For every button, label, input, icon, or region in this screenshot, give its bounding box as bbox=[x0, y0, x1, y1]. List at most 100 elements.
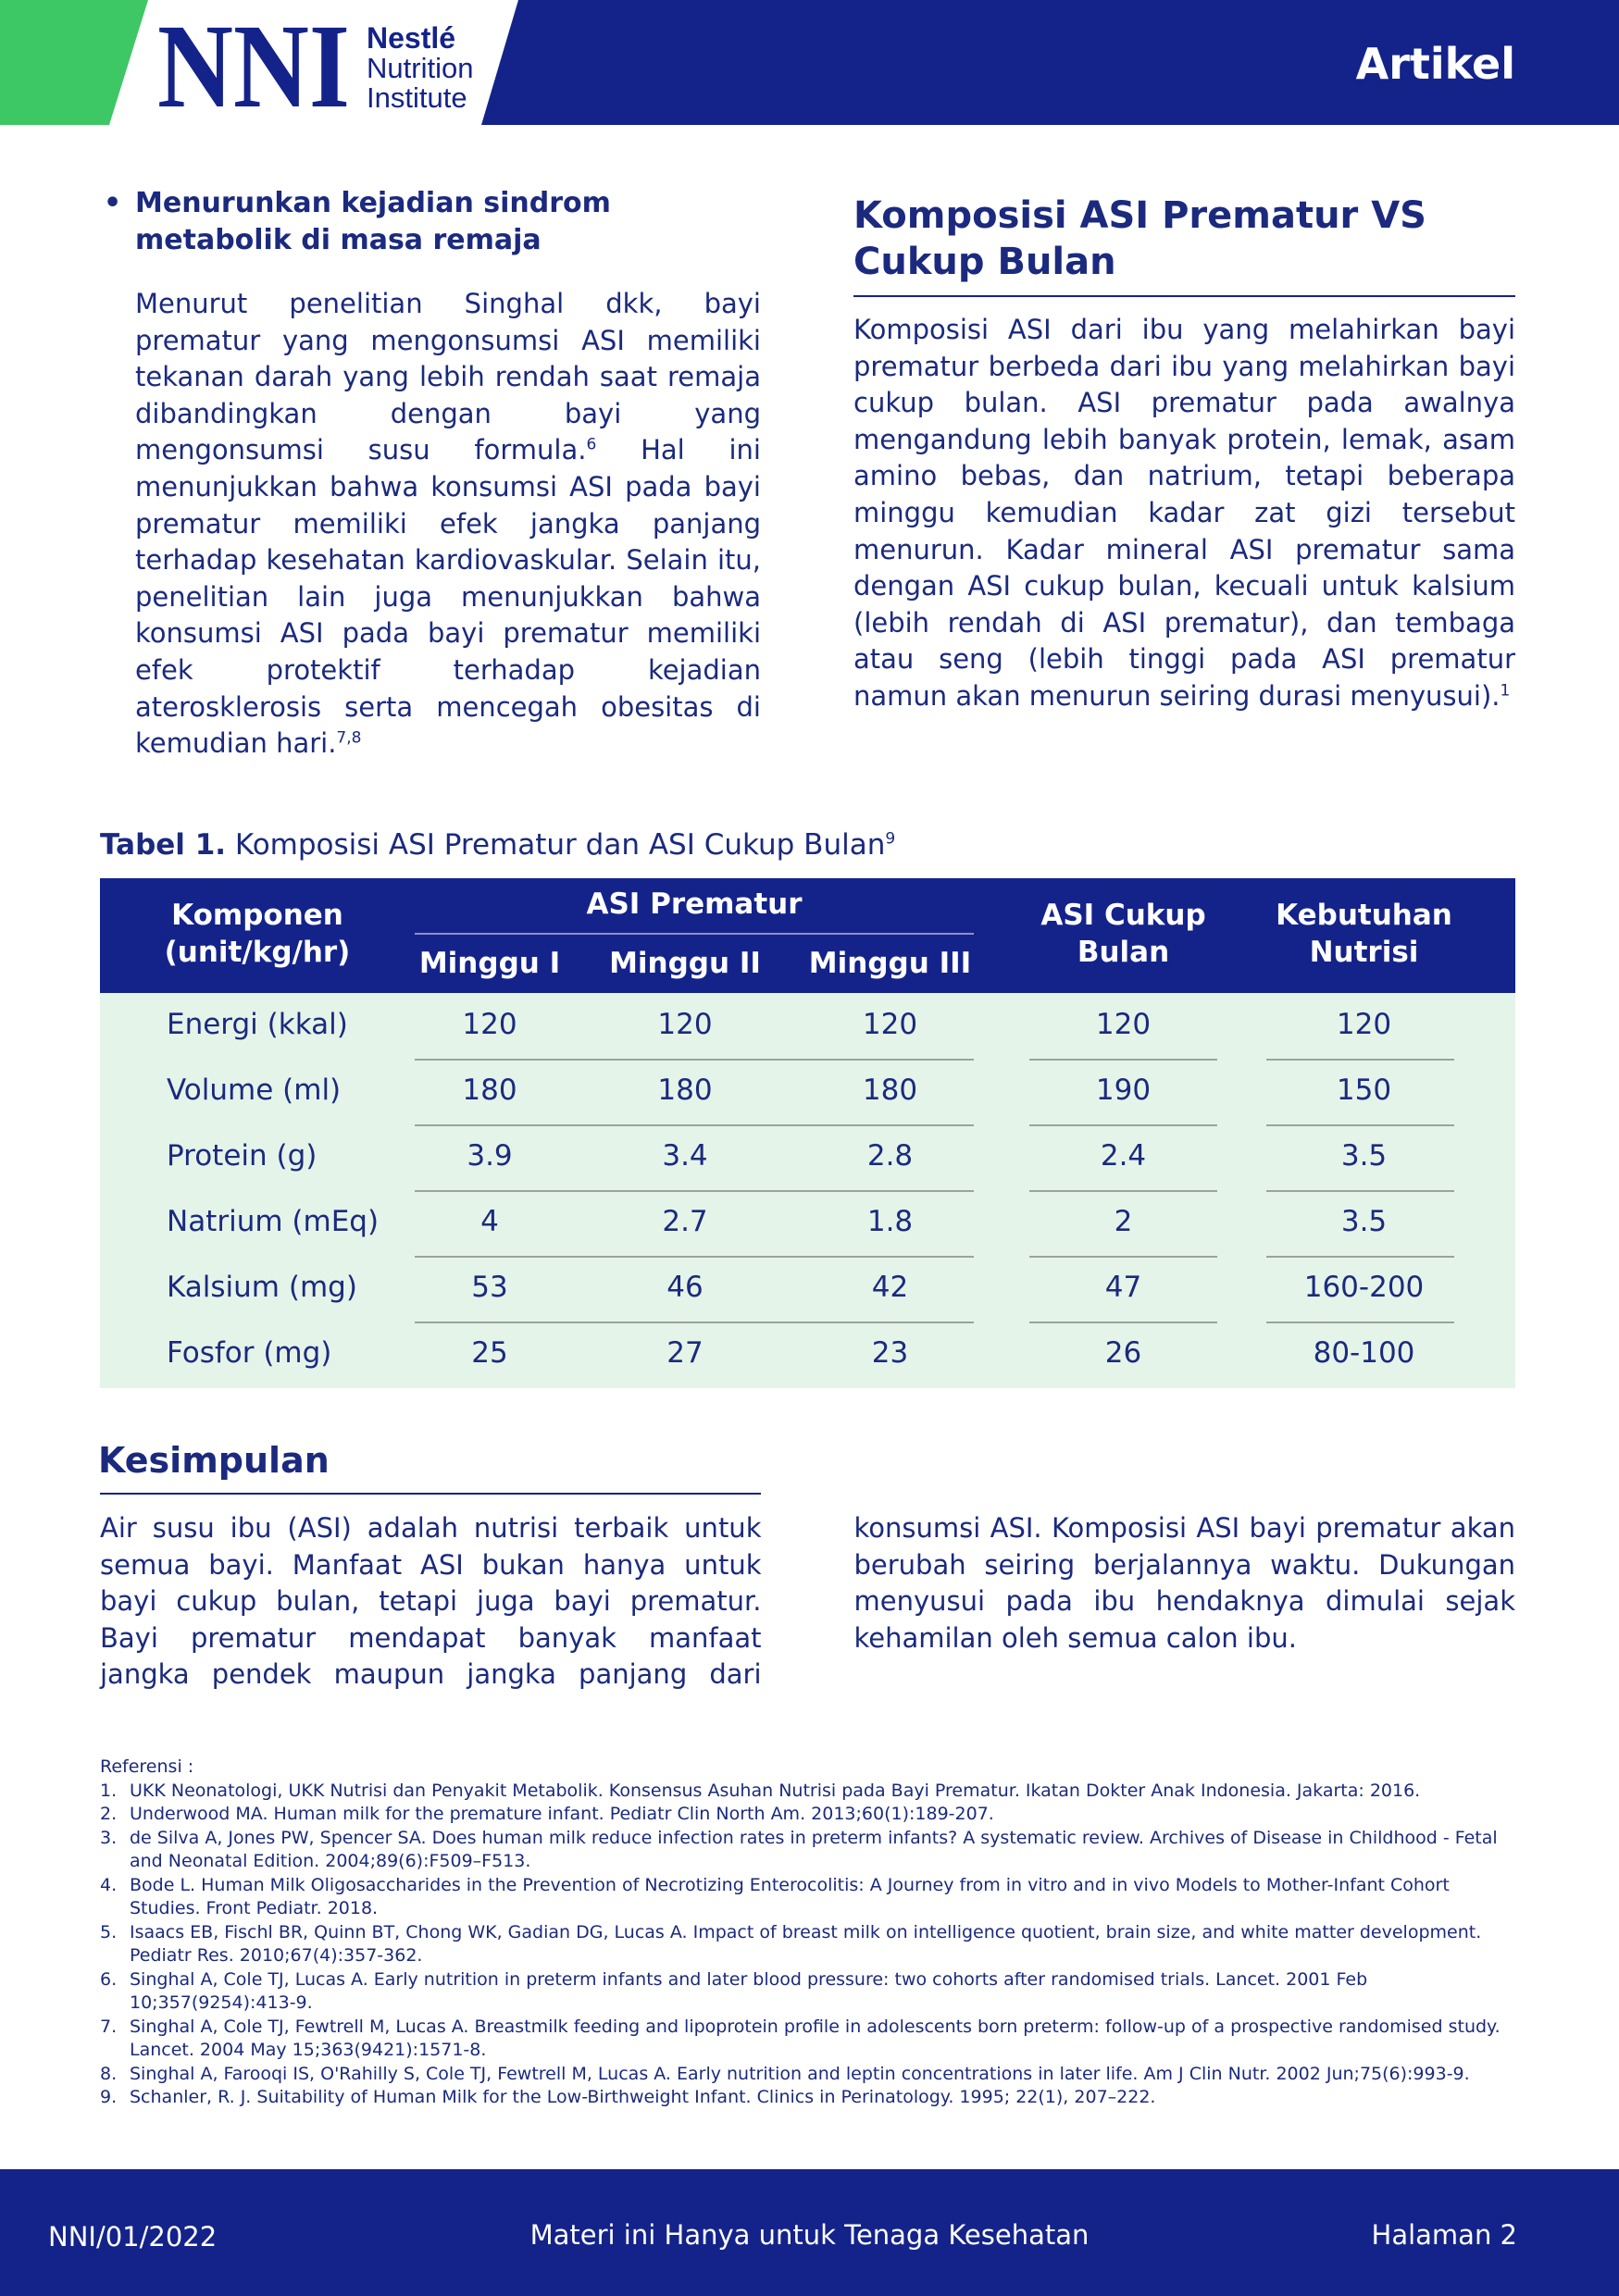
section-heading: Komposisi ASI Prematur VS Cukup Bulan bbox=[853, 194, 1426, 283]
table: Komponen (unit/kg/hr) ASI Prematur Minggu I… bbox=[100, 878, 1515, 1388]
reference-item: 1. UKK Neonatologi, UKK Nutrisi dan Penya… bbox=[100, 1780, 1515, 1804]
row-label: Kalsium (mg) bbox=[167, 1271, 357, 1304]
citation: 7,8 bbox=[336, 728, 362, 748]
row-rule bbox=[1266, 1256, 1454, 1258]
row-rule bbox=[1029, 1322, 1217, 1323]
table-cell: 3.5 bbox=[1340, 1139, 1388, 1173]
logo-mark: NNI bbox=[157, 0, 350, 125]
row-label: Fosfor (mg) bbox=[167, 1336, 332, 1370]
reference-text: Bode L. Human Milk Oligosaccharides in t… bbox=[130, 1874, 1450, 1919]
table-cell: 27 bbox=[666, 1336, 704, 1370]
reference-item: 5. Isaacs EB, Fischl BR, Quinn BT, Chong … bbox=[100, 1921, 1515, 1968]
header-cell: Minggu III bbox=[808, 947, 972, 980]
table-cell: 53 bbox=[471, 1271, 508, 1304]
table-cell: 47 bbox=[1104, 1271, 1142, 1304]
reference-text: UKK Neonatologi, UKK Nutrisi dan Penyaki… bbox=[130, 1780, 1421, 1801]
paragraph: Menurut penelitian Singhal dkk, bayi pre… bbox=[135, 286, 761, 763]
reference-item: 6. Singhal A, Cole TJ, Lucas A. Early nut… bbox=[100, 1968, 1515, 2016]
row-rule bbox=[415, 1256, 974, 1258]
paragraph: Komposisi ASI dari ibu yang melahirkan b… bbox=[853, 312, 1515, 715]
table-cell: 2.7 bbox=[662, 1205, 708, 1238]
row-label: Volume (ml) bbox=[167, 1074, 342, 1107]
table-cell: 180 bbox=[862, 1074, 918, 1107]
footer: NNI/01/2022 Materi ini Hanya untuk Tenag… bbox=[0, 2169, 1619, 2296]
reference-text: Singhal A, Farooqi IS, O'Rahilly S, Cole… bbox=[130, 2063, 1470, 2084]
reference-item: 8. Singhal A, Farooqi IS, O'Rahilly S, Co… bbox=[100, 2063, 1515, 2087]
table-cell: 120 bbox=[862, 1008, 918, 1041]
table-cell: 120 bbox=[657, 1008, 713, 1041]
header: NNI Nestlé Nutrition Institute Artikel bbox=[0, 0, 1619, 125]
header-cell: Komponen bbox=[171, 899, 343, 932]
reference-item: 3. de Silva A, Jones PW, Spencer SA. Does… bbox=[100, 1827, 1515, 1874]
table-cell: 42 bbox=[871, 1271, 909, 1304]
table-cell: 80-100 bbox=[1313, 1336, 1415, 1370]
reference-text: Singhal A, Cole TJ, Lucas A. Early nutri… bbox=[130, 1968, 1368, 2014]
header-cell: Minggu I bbox=[418, 947, 561, 980]
row-rule bbox=[1029, 1190, 1217, 1192]
section-heading: Kesimpulan bbox=[98, 1440, 330, 1481]
table-cell: 26 bbox=[1104, 1336, 1142, 1370]
row-rule bbox=[415, 1059, 974, 1061]
references-title: Referensi : bbox=[100, 1756, 194, 1777]
heading-rule bbox=[853, 295, 1515, 297]
reference-text: Underwood MA. Human milk for the prematu… bbox=[130, 1804, 994, 1824]
table-cell: 23 bbox=[871, 1336, 909, 1370]
reference-number: 8. bbox=[100, 2063, 118, 2084]
table-cell: 120 bbox=[462, 1008, 517, 1041]
row-rule bbox=[1266, 1190, 1454, 1192]
text: Komposisi ASI dari ibu yang melahirkan b… bbox=[853, 314, 1515, 712]
header-rule bbox=[415, 933, 974, 935]
reference-text: Singhal A, Cole TJ, Fewtrell M, Lucas A.… bbox=[130, 2016, 1501, 2061]
row-rule bbox=[1029, 1256, 1217, 1258]
row-rule bbox=[1029, 1059, 1217, 1061]
footer-page: Halaman 2 bbox=[1371, 2219, 1517, 2251]
header-cell: Nutrisi bbox=[1309, 936, 1419, 969]
text: Hal ini menunjukkan bahwa konsumsi ASI p… bbox=[135, 434, 761, 760]
reference-text: Isaacs EB, Fischl BR, Quinn BT, Chong WK… bbox=[130, 1921, 1482, 1967]
reference-number: 2. bbox=[100, 1804, 118, 1824]
row-label: Protein (g) bbox=[167, 1139, 318, 1173]
references: Referensi : 1. UKK Neonatologi, UKK Nutri… bbox=[100, 1756, 1515, 2110]
citation: 9 bbox=[885, 829, 896, 849]
row-rule bbox=[415, 1190, 974, 1192]
logo-text: Nutrition bbox=[367, 52, 473, 84]
table-cell: 150 bbox=[1336, 1074, 1392, 1107]
reference-item: 9. Schanler, R. J. Suitability of Human M… bbox=[100, 2086, 1515, 2110]
table-cell: 3.4 bbox=[662, 1139, 708, 1173]
reference-text: Schanler, R. J. Suitability of Human Mil… bbox=[130, 2087, 1156, 2107]
header-cell: Minggu II bbox=[609, 947, 761, 980]
footer-code: NNI/01/2022 bbox=[48, 2221, 218, 2253]
citation: 6 bbox=[586, 435, 597, 454]
footer-note: Materi ini Hanya untuk Tenaga Kesehatan bbox=[529, 2219, 1090, 2251]
table-cell: 4 bbox=[480, 1205, 499, 1238]
row-rule bbox=[1029, 1124, 1217, 1126]
row-label: Natrium (mEq) bbox=[167, 1205, 380, 1238]
table-cell: 2.8 bbox=[866, 1139, 914, 1173]
table-cell: 46 bbox=[666, 1271, 704, 1304]
row-rule bbox=[415, 1322, 974, 1323]
heading-rule bbox=[100, 1493, 761, 1495]
paragraph: Air susu ibu (ASI) adalah nutrisi terbai… bbox=[100, 1512, 1515, 1691]
table-cell: 160-200 bbox=[1303, 1271, 1425, 1304]
reference-number: 9. bbox=[100, 2087, 118, 2107]
table-cell: 120 bbox=[1336, 1008, 1392, 1041]
table-cell: 190 bbox=[1095, 1074, 1152, 1107]
header-label: Artikel bbox=[1356, 39, 1515, 89]
row-rule bbox=[1266, 1124, 1454, 1126]
row-rule bbox=[1266, 1322, 1454, 1323]
bullet-title-text: Menurunkan kejadian sindrom metabolik di… bbox=[135, 187, 611, 256]
reference-number: 7. bbox=[100, 2016, 118, 2037]
logo-text: Institute bbox=[367, 81, 467, 114]
table-cell: 25 bbox=[471, 1336, 508, 1370]
logo-text: Nestlé bbox=[367, 21, 455, 55]
table-cell: 180 bbox=[462, 1074, 517, 1107]
row-label: Energi (kkal) bbox=[167, 1008, 348, 1041]
table-header-bg bbox=[100, 878, 1515, 993]
text: Menurut penelitian Singhal dkk, bayi pre… bbox=[135, 288, 761, 466]
reference-item: 2. Underwood MA. Human milk for the prema… bbox=[100, 1803, 1515, 1827]
reference-item: 7. Singhal A, Cole TJ, Fewtrell M, Lucas … bbox=[100, 2016, 1515, 2063]
reference-item: 4. Bode L. Human Milk Oligosaccharides in… bbox=[100, 1874, 1515, 1921]
citation: 1 bbox=[1500, 681, 1511, 701]
table-cell: 1.8 bbox=[866, 1205, 914, 1238]
